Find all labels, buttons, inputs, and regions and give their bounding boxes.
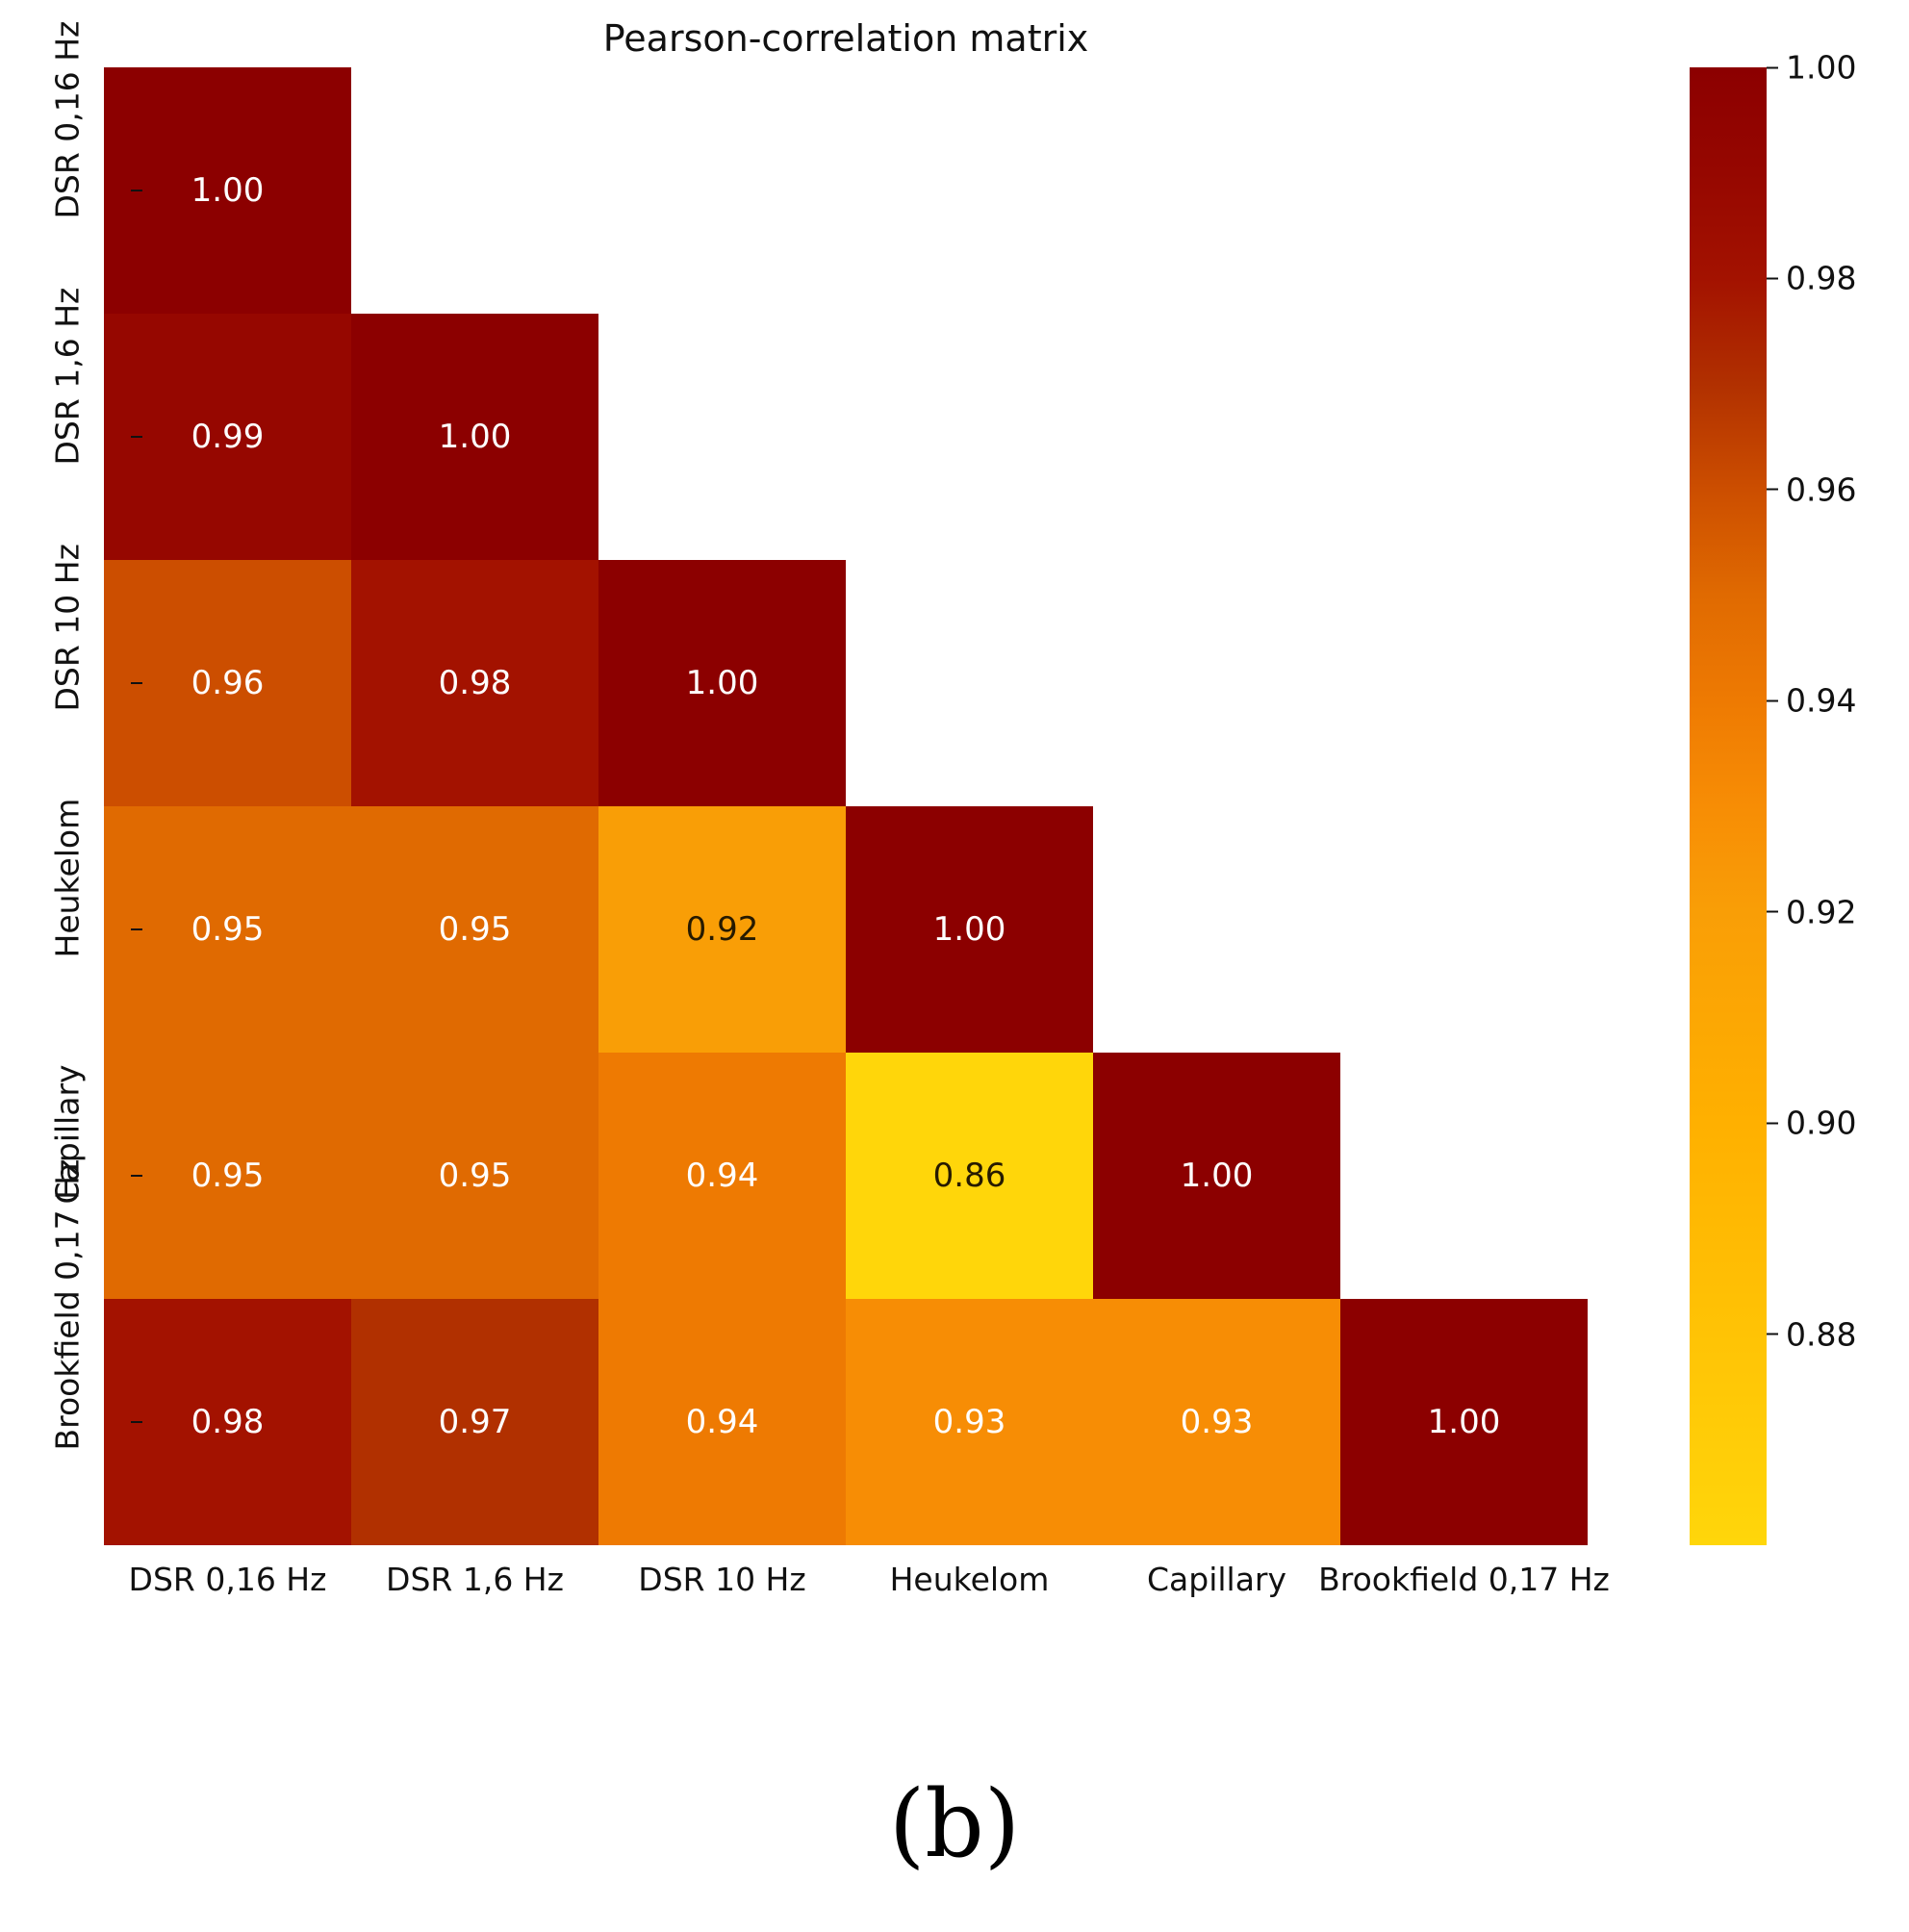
heatmap-cell-value: 1.00 [685,664,759,702]
x-tick-label: DSR 1,6 Hz [386,1561,564,1598]
subfigure-caption: (b) [888,1770,1021,1878]
heatmap-cell: 0.98 [351,560,598,806]
heatmap-cell: 0.95 [351,1053,598,1299]
colorbar-tick-mark [1767,699,1778,702]
y-tick-mark [131,436,142,438]
colorbar-tick-labels: 1.00 0.98 0.96 0.94 0.92 0.90 0.88 [1767,49,1901,1545]
colorbar [1690,67,1767,1545]
colorbar-tick-mark [1767,1122,1778,1125]
heatmap-cell: 0.98 [104,1299,351,1545]
colorbar-tick-label: 0.90 [1786,1104,1857,1142]
y-tick-mark [131,1421,142,1423]
x-axis-labels: DSR 0,16 Hz DSR 1,6 Hz DSR 10 Hz Heukelom Ca… [104,1561,1610,1609]
y-tick-mark [131,1175,142,1177]
heatmap-cell-value: 0.96 [191,664,265,702]
heatmap-cell: 1.00 [846,806,1093,1053]
heatmap-cell: 0.97 [351,1299,598,1545]
heatmap-cell: 0.93 [1093,1299,1340,1545]
y-tick-label: DSR 0,16 Hz [48,20,87,219]
colorbar-tick-label: 0.92 [1786,893,1857,931]
heatmap-cell: 0.86 [846,1053,1093,1299]
heatmap-cell-value: 0.93 [1180,1403,1254,1441]
heatmap-cell: 0.96 [104,560,351,806]
colorbar-tick-mark [1767,488,1778,491]
y-tick-label: DSR 1,6 Hz [48,287,87,466]
heatmap-cell: 0.93 [846,1299,1093,1545]
heatmap-cell-value: 1.00 [932,910,1006,949]
colorbar-tick: 1.00 [1767,49,1856,87]
heatmap-cell: 1.00 [104,67,351,314]
heatmap-cell-value: 0.93 [932,1403,1006,1441]
colorbar-tick-label: 0.94 [1786,681,1857,720]
colorbar-tick: 0.88 [1767,1315,1856,1353]
heatmap-cell: 0.94 [598,1299,846,1545]
heatmap-cell: 1.00 [1340,1299,1588,1545]
colorbar-tick-label: 0.88 [1786,1315,1857,1354]
colorbar-tick: 0.94 [1767,682,1856,720]
heatmap-cell-value: 0.95 [191,1157,265,1195]
y-tick-label: Brookfield 0,17 Hz [48,1158,87,1451]
colorbar-tick-mark [1767,910,1778,913]
x-tick-label: DSR 0,16 Hz [128,1561,327,1598]
y-tick-mark [131,682,142,684]
heatmap-cell: 1.00 [1093,1053,1340,1299]
colorbar-tick: 0.96 [1767,470,1856,508]
x-tick-label: Brookfield 0,17 Hz [1318,1561,1610,1598]
colorbar-tick-mark [1767,1333,1778,1335]
heatmap-cell-value: 0.94 [685,1157,759,1195]
heatmap: 1.00 0.99 1.00 0.96 0.98 1.00 0.95 0.95 0.92 1.00… [104,67,1588,1545]
heatmap-cell-value: 0.92 [685,910,759,949]
x-tick-label: Capillary [1146,1561,1287,1598]
heatmap-cell-value: 0.86 [932,1157,1006,1195]
heatmap-cell: 0.94 [598,1053,846,1299]
chart-title: Pearson-correlation matrix [602,17,1089,60]
heatmap-cell-value: 1.00 [1427,1403,1501,1441]
colorbar-tick-label: 0.98 [1786,259,1857,297]
heatmap-cell-value: 1.00 [1180,1157,1254,1195]
y-tick-mark [131,928,142,930]
heatmap-cell: 0.95 [104,806,351,1053]
x-tick-label: DSR 10 Hz [638,1561,806,1598]
colorbar-tick: 0.92 [1767,893,1856,930]
y-axis-labels: DSR 0,16 Hz DSR 1,6 Hz DSR 10 Hz Heukelom Ca… [38,20,142,1545]
heatmap-cell-value: 0.95 [438,1157,512,1195]
colorbar-tick-mark [1767,277,1778,280]
heatmap-cell-value: 0.99 [191,418,265,456]
heatmap-cell: 0.95 [104,1053,351,1299]
colorbar-tick-label: 1.00 [1786,48,1857,87]
colorbar-tick-label: 0.96 [1786,470,1857,509]
heatmap-cell-value: 0.97 [438,1403,512,1441]
colorbar-tick: 0.90 [1767,1105,1856,1142]
x-tick-label: Heukelom [889,1561,1050,1598]
heatmap-cell-value: 0.94 [685,1403,759,1441]
y-tick-label: DSR 10 Hz [48,544,87,712]
heatmap-cell: 0.95 [351,806,598,1053]
colorbar-tick-mark [1767,66,1778,68]
heatmap-cell-value: 0.95 [191,910,265,949]
heatmap-cell: 1.00 [598,560,846,806]
heatmap-cell: 0.92 [598,806,846,1053]
heatmap-cell-value: 1.00 [191,171,265,210]
heatmap-cell-value: 0.98 [191,1403,265,1441]
heatmap-cell: 1.00 [351,314,598,560]
heatmap-cell-value: 0.95 [438,910,512,949]
y-tick-mark [131,190,142,191]
colorbar-tick: 0.98 [1767,260,1856,297]
heatmap-cell-value: 0.98 [438,664,512,702]
heatmap-cell: 0.99 [104,314,351,560]
y-tick-label: Heukelom [48,798,87,958]
heatmap-cell-value: 1.00 [438,418,512,456]
